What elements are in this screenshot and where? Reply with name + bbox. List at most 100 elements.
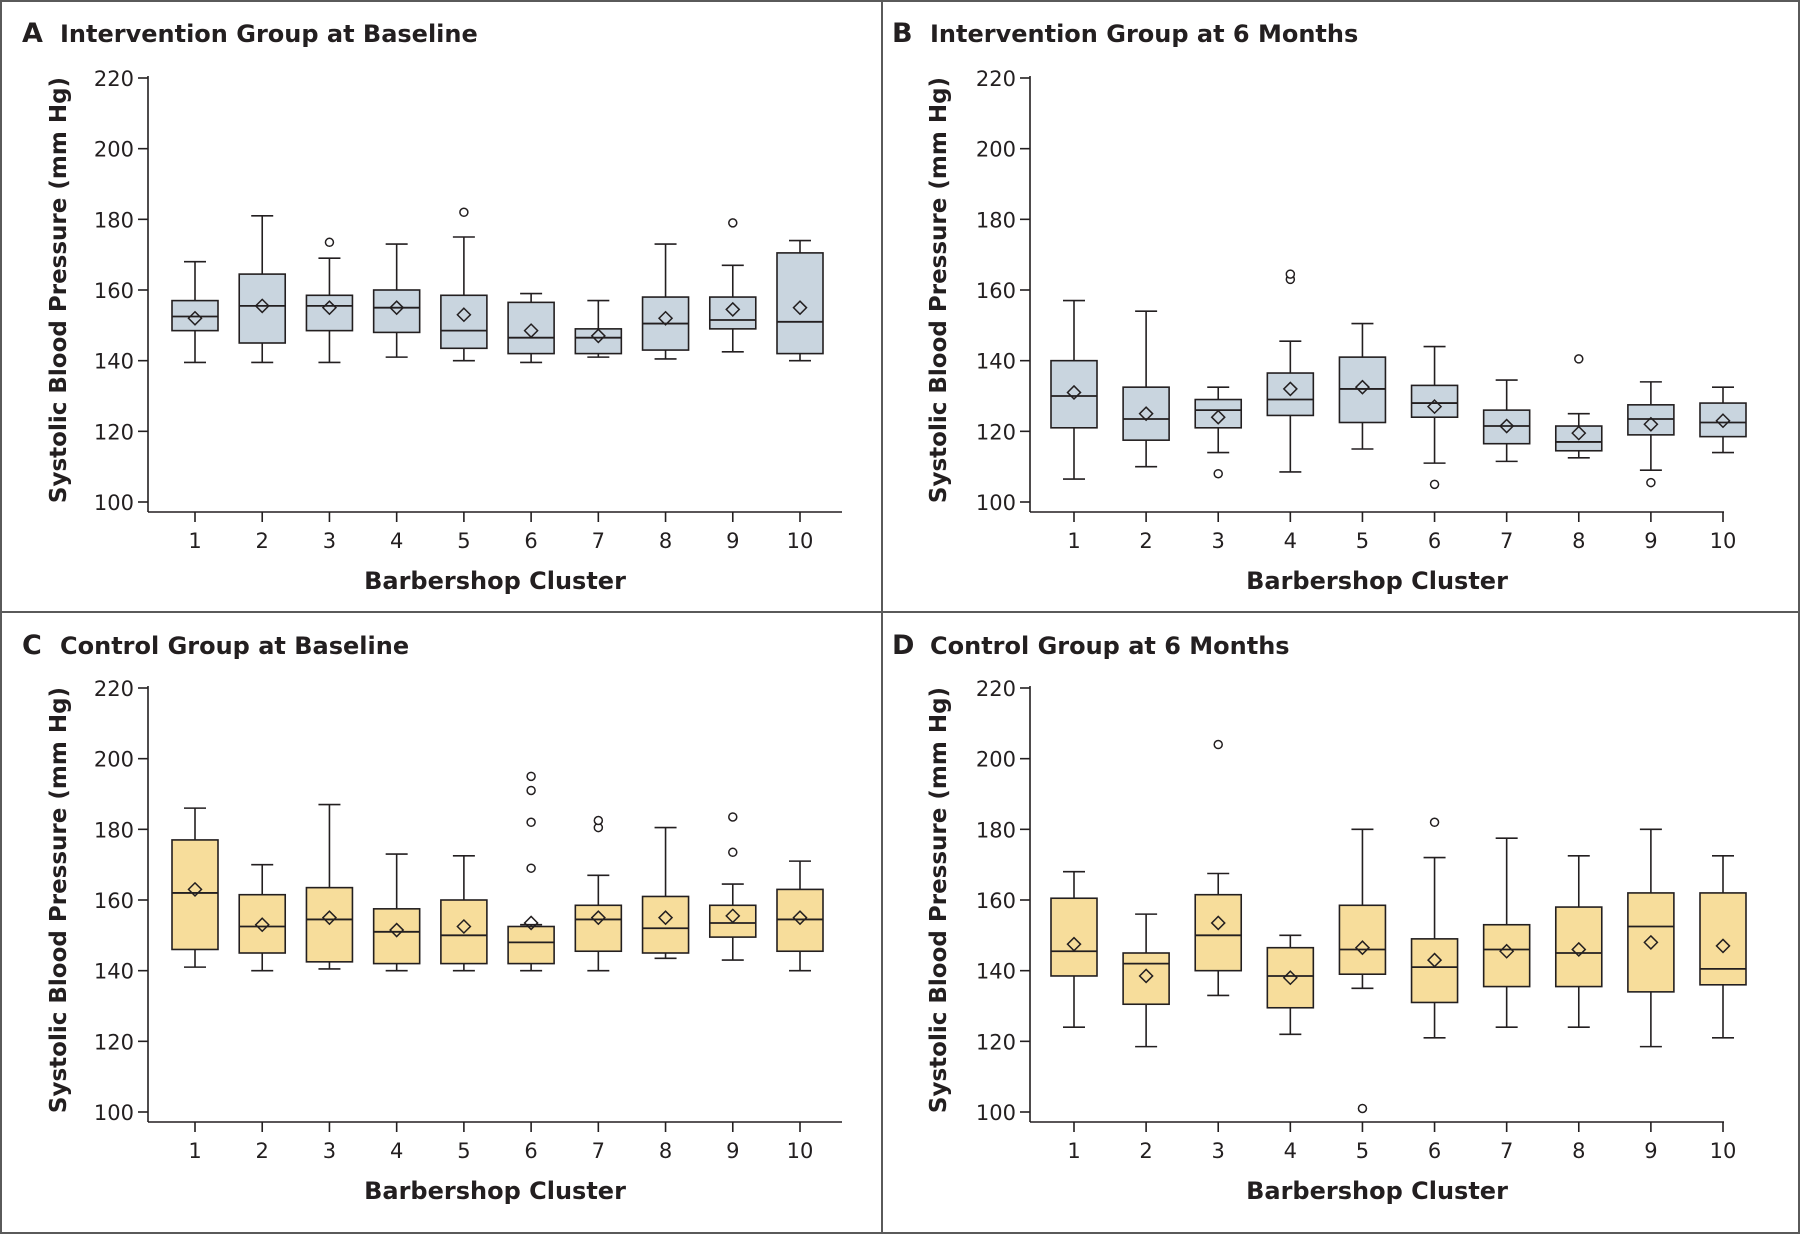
y-tick-label: 100: [976, 491, 1016, 515]
iqr-box: [1482, 923, 1531, 988]
x-tick-label: 7: [592, 1139, 605, 1163]
x-tick-label: 5: [1356, 529, 1369, 553]
y-tick-label: 160: [976, 889, 1016, 913]
iqr-box: [171, 839, 219, 951]
iqr-box: [708, 296, 757, 330]
x-tick-label: 3: [1212, 529, 1225, 553]
y-tick-label: 120: [94, 420, 134, 444]
box-cluster-9: 9: [1627, 828, 1675, 1163]
y-tick-label: 160: [976, 279, 1016, 303]
outlier-point: [728, 847, 738, 858]
outlier-point: [526, 771, 536, 782]
mean-marker: [187, 310, 203, 326]
x-tick-label: 3: [1212, 1139, 1225, 1163]
x-tick-label: 2: [256, 1139, 269, 1163]
y-tick-label: 220: [94, 677, 134, 701]
x-tick-label: 4: [390, 1139, 403, 1163]
mean-marker: [590, 910, 606, 926]
mean-marker: [1715, 413, 1731, 429]
y-tick-label: 220: [976, 67, 1016, 91]
mean-marker: [1715, 938, 1731, 954]
x-tick-label: 1: [188, 529, 201, 553]
x-tick-label: 10: [1710, 1139, 1737, 1163]
panel-title: Control Group at Baseline: [60, 632, 409, 660]
x-axis-label: Barbershop Cluster: [364, 567, 626, 595]
y-tick-label: 160: [94, 279, 134, 303]
box-cluster-6: 6: [1410, 817, 1459, 1163]
mean-marker: [657, 310, 674, 326]
box-cluster-7: 7: [574, 815, 623, 1163]
y-tick-label: 120: [94, 1030, 134, 1054]
x-tick-label: 6: [524, 529, 537, 553]
panel-letter: D: [892, 630, 914, 661]
x-tick-label: 5: [1356, 1139, 1369, 1163]
x-tick-label: 4: [1284, 1139, 1297, 1163]
y-tick-label: 180: [94, 818, 134, 842]
x-tick-label: 3: [323, 1139, 336, 1163]
iqr-box: [507, 925, 555, 965]
y-tick-label: 180: [976, 208, 1016, 232]
iqr-box: [507, 301, 555, 355]
box-cluster-6: 6: [507, 292, 555, 553]
iqr-box: [372, 289, 421, 334]
x-tick-label: 1: [188, 1139, 201, 1163]
box-cluster-10: 10: [776, 860, 824, 1163]
x-tick-label: 3: [323, 529, 336, 553]
mean-marker: [1282, 970, 1298, 986]
outlier-point: [593, 815, 604, 826]
x-tick-label: 9: [1644, 1139, 1657, 1163]
outlier-point: [459, 207, 469, 218]
x-tick-label: 6: [524, 1139, 537, 1163]
box-cluster-9: 9: [708, 812, 757, 1163]
box-cluster-3: 3: [1194, 739, 1243, 1163]
box-cluster-5: 5: [1338, 322, 1387, 553]
box-cluster-10: 10: [1699, 386, 1747, 553]
box-cluster-3: 3: [1194, 386, 1243, 553]
iqr-box: [708, 904, 757, 938]
box-cluster-5: 5: [1338, 828, 1387, 1163]
mean-marker: [456, 307, 472, 323]
outlier-point: [1574, 354, 1584, 364]
mean-marker: [1282, 381, 1298, 397]
iqr-box: [1410, 384, 1459, 418]
box-cluster-10: 10: [1699, 855, 1747, 1163]
x-axis-label: Barbershop Cluster: [1246, 1177, 1508, 1205]
mean-marker: [1571, 425, 1587, 441]
mean-marker: [1138, 968, 1154, 984]
panel-letter: B: [892, 18, 913, 49]
box-cluster-6: 6: [1410, 345, 1459, 553]
outlier-point: [1213, 468, 1223, 479]
y-tick-label: 200: [94, 748, 134, 772]
y-tick-label: 100: [94, 491, 134, 515]
panel-title: Intervention Group at 6 Months: [930, 20, 1358, 48]
iqr-box: [1122, 386, 1170, 441]
x-tick-label: 9: [726, 1139, 739, 1163]
y-tick-label: 140: [976, 350, 1016, 374]
y-tick-label: 120: [976, 1030, 1016, 1054]
mean-marker: [725, 301, 741, 317]
y-tick-label: 220: [976, 677, 1016, 701]
outlier-point: [1357, 1103, 1368, 1114]
panel-c: C Control Group at Baseline10012014016018…: [22, 630, 842, 1205]
mean-marker: [725, 908, 741, 924]
box-cluster-1: 1: [171, 260, 219, 553]
y-tick-label: 200: [94, 138, 134, 162]
x-tick-label: 4: [1284, 529, 1297, 553]
outlier-point: [526, 863, 536, 873]
box-cluster-3: 3: [305, 803, 354, 1163]
panel-a: A Intervention Group at Baseline 100 120 140…: [22, 18, 842, 595]
x-tick-label: 5: [457, 529, 470, 553]
outlier-point: [1646, 477, 1656, 488]
box-cluster-1: 1: [1050, 870, 1098, 1163]
y-tick-label: 180: [976, 818, 1016, 842]
outlier-point: [324, 237, 335, 248]
box-cluster-4: 4: [372, 853, 421, 1163]
x-tick-label: 7: [592, 529, 605, 553]
iqr-box: [440, 899, 488, 965]
iqr-box: [238, 273, 287, 344]
y-tick-label: 100: [94, 1101, 134, 1125]
mean-marker: [389, 300, 405, 316]
y-axis-label: Systolic Blood Pressure (mm Hg): [46, 77, 72, 503]
x-tick-label: 6: [1428, 529, 1441, 553]
